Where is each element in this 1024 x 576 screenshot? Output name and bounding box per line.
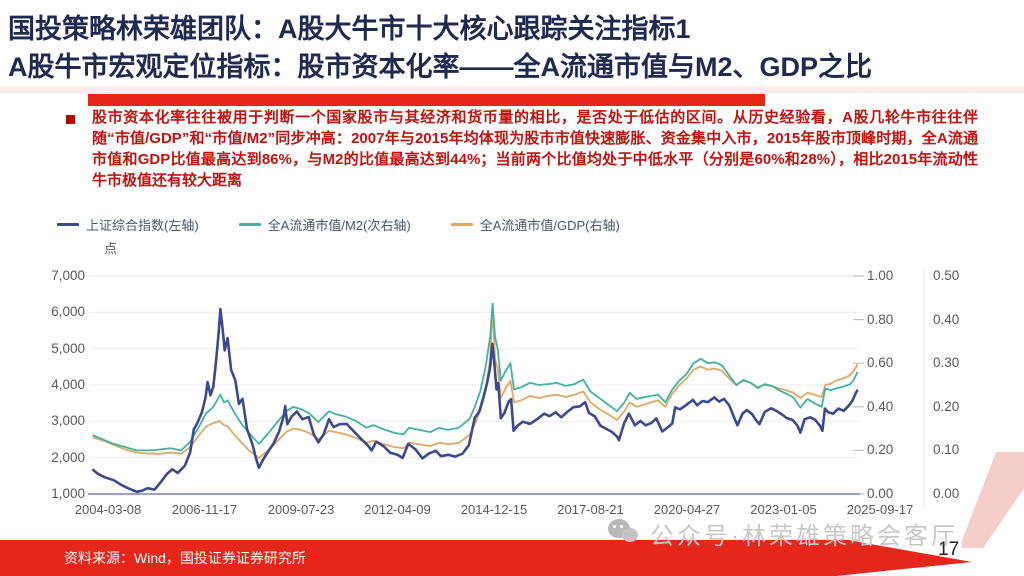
y-axis-left-tick: 3,000 <box>51 413 85 429</box>
watermark: 公众号·林荣雄策略会客厅 <box>608 516 958 551</box>
y-axis-right2-tick: 0.40 <box>933 311 960 327</box>
legend-swatch <box>450 223 473 226</box>
bullet-marker <box>66 115 75 124</box>
legend-item-1: 全A流通市值/M2(次右轴) <box>238 215 411 234</box>
y-axis-right1-tick: 0.40 <box>867 398 894 414</box>
legend-label: 全A流通市值/GDP(右轴) <box>479 218 620 233</box>
y-axis-left-tick: 7,000 <box>51 268 85 283</box>
x-axis-tick: 2017-08-21 <box>557 502 624 517</box>
wechat-icon <box>608 518 642 549</box>
x-axis-tick: 2004-03-08 <box>74 502 142 517</box>
page-title-line-1: 国投策略林荣雄团队：A股大牛市十大核心跟踪关注指标1 <box>8 14 691 44</box>
y-axis-right2-tick: 0.30 <box>933 355 960 371</box>
y-axis-left-tick: 2,000 <box>51 449 85 465</box>
y-axis-right1-tick: 0.80 <box>867 311 894 327</box>
legend-item-0: 上证综合指数(左轴) <box>57 215 199 234</box>
y-axis-left-tick: 6,000 <box>51 304 85 320</box>
legend-swatch <box>57 223 79 226</box>
series-全A流通市值/M2(次右轴) <box>92 302 859 452</box>
title-accent-bar <box>88 94 765 106</box>
page-title-line-2: A股牛市宏观定位指标：股市资本化率——全A流通市值与M2、GDP之比 <box>8 52 873 82</box>
series-上证综合指数(左轴) <box>91 307 859 494</box>
y-axis-right1-tick: 1.00 <box>867 268 894 283</box>
title-block: 国投策略林荣雄团队：A股大牛市十大核心跟踪关注指标1 A股牛市宏观定位指标：股市… <box>8 10 1008 86</box>
source-attribution: 资料来源：Wind，国投证券证券研究所 <box>64 550 306 566</box>
x-axis-tick: 2020-04-27 <box>653 502 721 517</box>
x-axis-tick: 2012-04-09 <box>364 502 431 517</box>
y-axis-left-tick: 5,000 <box>51 340 85 356</box>
y-axis-left-tick: 1,000 <box>51 486 85 501</box>
y-axis-right1-tick: 0.60 <box>867 355 894 371</box>
y-axis-right2-tick: 0.00 <box>933 486 960 501</box>
y-axis-right2-tick: 0.20 <box>933 398 960 414</box>
x-axis-tick: 2014-12-15 <box>460 502 528 517</box>
y-axis-left-tick: 4,000 <box>51 377 85 392</box>
summary-paragraph: 股市资本化率往往被用于判断一个国家股市与其经济和货币量的相比，是否处于低估的区间… <box>92 109 978 189</box>
watermark-text: 公众号·林荣雄策略会客厅 <box>650 523 958 550</box>
footer-band <box>0 540 972 576</box>
y-axis-right2-tick: 0.50 <box>933 268 960 283</box>
x-axis-tick: 2006-11-17 <box>171 502 238 517</box>
legend-swatch <box>238 223 261 226</box>
x-axis-tick: 2025-09-17 <box>846 502 914 517</box>
y-axis-right2-tick: 0.10 <box>933 442 960 458</box>
chart-legend: 上证综合指数(左轴) 全A流通市值/M2(次右轴) 全A流通市值/GDP(右轴) <box>57 215 620 234</box>
y-axis-right1-tick: 0.20 <box>867 442 894 458</box>
faint-divider <box>0 86 1024 93</box>
legend-item-2: 全A流通市值/GDP(右轴) <box>450 215 620 234</box>
y-axis-right1-tick: 0.00 <box>867 486 894 501</box>
x-axis-tick: 2023-01-05 <box>750 502 817 517</box>
legend-label: 全A流通市值/M2(次右轴) <box>267 218 411 233</box>
legend-label: 上证综合指数(左轴) <box>86 218 199 233</box>
page-number: 17 <box>938 539 960 560</box>
y-axis-unit-label: 点 <box>104 241 118 256</box>
x-axis-tick: 2009-07-23 <box>267 502 335 517</box>
